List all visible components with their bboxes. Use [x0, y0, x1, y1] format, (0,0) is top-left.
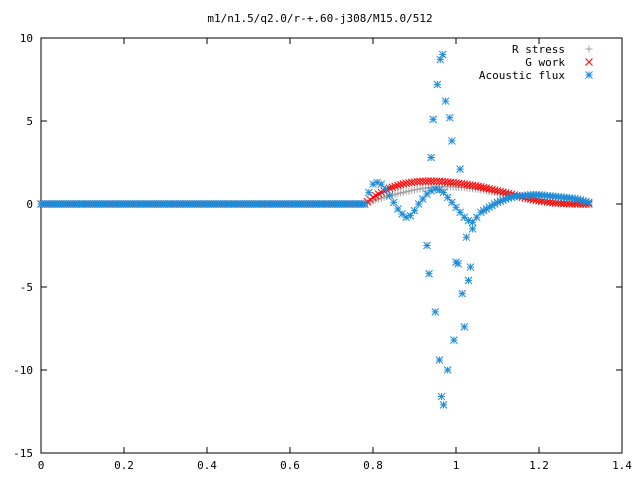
data-point — [414, 200, 423, 208]
data-point — [464, 276, 473, 285]
x-tick-label: 0.2 — [114, 459, 134, 472]
data-point — [435, 356, 444, 364]
data-point — [431, 308, 440, 316]
data-point — [468, 218, 477, 227]
chart-title: m1/n1.5/q2.0/r-+.60-j308/M15.0/512 — [207, 12, 432, 25]
data-point — [439, 188, 448, 197]
data-point — [439, 401, 448, 409]
data-point — [460, 322, 469, 331]
data-point — [410, 206, 419, 215]
axes: 0 0.2 0.4 0.6 0.8 1 1.2 1.4 10 5 0 -5 -10 -15 — [13, 32, 632, 472]
data-point — [472, 213, 481, 222]
data-point — [447, 198, 456, 207]
data-point — [437, 392, 446, 401]
data-point — [429, 115, 438, 124]
data-point — [456, 165, 465, 173]
x-tick-label: 0 — [38, 459, 45, 472]
y-tick-label: -5 — [20, 281, 33, 294]
data-point — [438, 50, 447, 59]
x-tick-label: 0.8 — [363, 459, 383, 472]
data-marks — [37, 50, 593, 409]
data-point — [406, 211, 415, 220]
x-tick-label: 1.4 — [612, 459, 632, 472]
data-point — [398, 210, 406, 218]
data-point — [364, 188, 373, 197]
legend-marker — [585, 45, 593, 53]
y-tick-label: 5 — [26, 115, 33, 128]
data-point — [388, 183, 397, 192]
x-tick-label: 0.6 — [280, 459, 300, 472]
legend-label: G work — [525, 56, 565, 69]
data-point — [443, 366, 452, 374]
data-point — [443, 193, 452, 202]
data-point — [441, 97, 450, 105]
legend-marker — [585, 71, 593, 79]
x-tick-label: 1.2 — [529, 459, 549, 472]
data-point — [394, 205, 402, 213]
data-point — [377, 180, 386, 188]
data-point — [445, 113, 454, 122]
y-tick-label: -15 — [13, 447, 33, 460]
y-tick-label: 0 — [26, 198, 33, 211]
data-point — [454, 259, 462, 268]
data-point — [385, 191, 394, 200]
data-point — [450, 336, 458, 344]
data-point — [425, 269, 433, 278]
plot-frame — [40, 37, 623, 454]
data-point — [460, 213, 469, 222]
y-tick-label: 10 — [20, 32, 33, 45]
data-point — [427, 153, 435, 162]
data-point — [391, 182, 399, 191]
data-point — [584, 198, 593, 207]
data-point — [452, 203, 460, 212]
data-point — [424, 177, 433, 186]
legend-marker — [585, 58, 593, 66]
data-point — [418, 195, 427, 203]
data-point — [468, 225, 477, 233]
data-point — [466, 263, 475, 271]
data-point — [456, 208, 465, 217]
data-point — [458, 289, 467, 298]
data-point — [421, 177, 430, 186]
x-tick-label: 0.4 — [197, 459, 217, 472]
data-point — [389, 198, 398, 207]
data-point — [462, 233, 471, 242]
data-point — [418, 177, 427, 186]
data-point — [447, 137, 456, 145]
legend-label: Acoustic flux — [479, 69, 565, 82]
legend-label: R stress — [512, 43, 565, 56]
data-point — [433, 80, 442, 89]
data-point — [423, 241, 431, 250]
y-tick-label: -10 — [13, 364, 33, 377]
data-point — [381, 185, 390, 193]
data-point — [360, 200, 369, 208]
x-tick-label: 1 — [453, 459, 460, 472]
series-2 — [37, 50, 593, 409]
data-point — [423, 190, 431, 198]
